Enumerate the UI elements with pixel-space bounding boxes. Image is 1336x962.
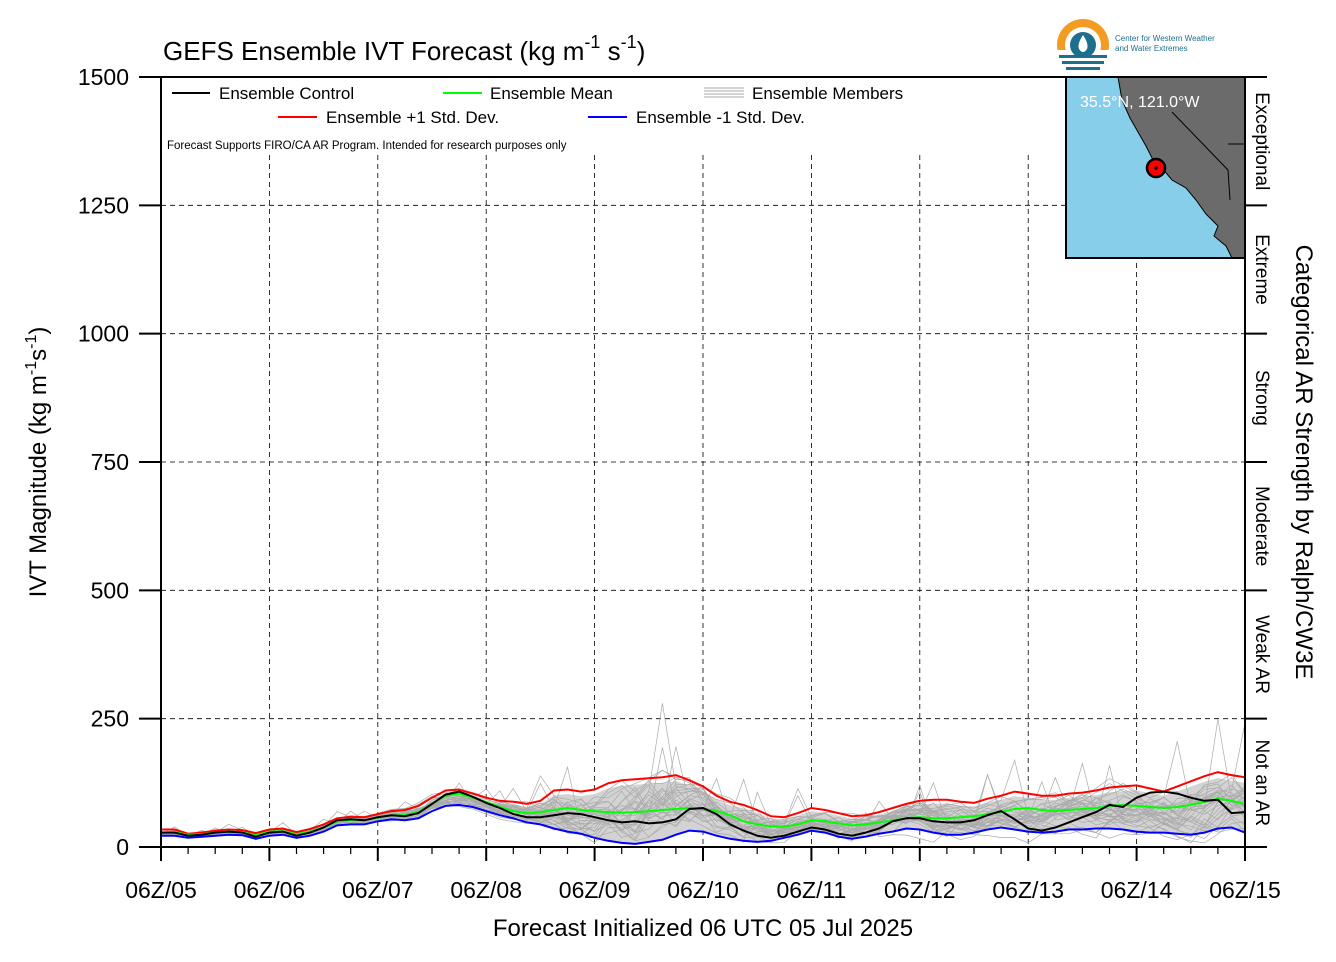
y-tick-label: 0 <box>116 834 129 860</box>
inset-borders <box>1171 111 1245 201</box>
x-tick-label: 06Z/14 <box>1101 877 1173 903</box>
x-tick-label: 06Z/06 <box>234 877 306 903</box>
logo-text-line1: Center for Western Weather <box>1115 34 1215 43</box>
series-lines <box>160 771 1246 845</box>
axis-ticks <box>139 76 1267 861</box>
grid-lines <box>161 155 1245 847</box>
category-label: Not an AR <box>1251 739 1272 826</box>
legend-plus-std: Ensemble +1 Std. Dev. <box>326 108 499 127</box>
chart-title: GEFS Ensemble IVT Forecast (kg m-1 s-1) <box>163 32 645 66</box>
legend-members: Ensemble Members <box>752 84 903 103</box>
minus-std-line <box>161 803 1246 845</box>
legend-minus-std: Ensemble -1 Std. Dev. <box>636 108 805 127</box>
x-tick-label: 06Z/09 <box>559 877 631 903</box>
x-tick-label: 06Z/13 <box>992 877 1064 903</box>
x-tick-labels: 06Z/05 06Z/06 06Z/07 06Z/08 06Z/09 06Z/10 06Z/… <box>125 877 1281 903</box>
y-tick-label: 1500 <box>78 64 129 90</box>
ensemble-member-line <box>160 777 1246 844</box>
y-tick-labels: 0 250 500 750 1000 1250 1500 <box>78 64 129 860</box>
logo-text-line2: and Water Extremes <box>1115 44 1188 53</box>
category-label: Weak AR <box>1251 615 1272 694</box>
y-axis-label: IVT Magnitude (kg m-1s-1) <box>23 327 52 598</box>
category-label: Exceptional <box>1251 92 1272 190</box>
legend-swatch-members <box>704 87 744 98</box>
x-tick-label: 06Z/05 <box>125 877 197 903</box>
x-axis-label: Forecast Initialized 06 UTC 05 Jul 2025 <box>493 915 913 942</box>
y-tick-label: 1000 <box>78 321 129 347</box>
right-axis-label: Categorical AR Strength by Ralph/CW3E <box>1290 245 1317 680</box>
x-tick-label: 06Z/12 <box>884 877 956 903</box>
y-tick-label: 500 <box>91 577 129 603</box>
research-note: Forecast Supports FIRO/CA AR Program. In… <box>167 140 567 152</box>
y-tick-label: 250 <box>91 706 129 732</box>
inset-gulf <box>1200 210 1216 252</box>
y-tick-label: 750 <box>91 449 129 475</box>
ensemble-member-line <box>160 765 1246 840</box>
category-label: Strong <box>1251 370 1272 426</box>
category-label: Moderate <box>1251 486 1272 566</box>
x-tick-label: 06Z/10 <box>667 877 739 903</box>
x-tick-label: 06Z/07 <box>342 877 414 903</box>
legend-mean: Ensemble Mean <box>490 84 613 103</box>
legend-control: Ensemble Control <box>219 84 354 103</box>
ensemble-control-line <box>161 790 1246 839</box>
plus-std-line <box>161 771 1246 835</box>
cw3e-logo: Center for Western Weather and Water Ext… <box>1057 19 1215 71</box>
x-tick-label: 06Z/08 <box>450 877 522 903</box>
location-inset-map: 35.5°N, 121.0°W <box>1065 76 1246 259</box>
x-tick-label: 06Z/11 <box>776 877 846 903</box>
x-tick-label: 06Z/15 <box>1209 877 1281 903</box>
ar-category-axis: Not an AR Weak AR Moderate Strong Extreme Exc… <box>1251 92 1272 826</box>
y-tick-label: 1250 <box>78 192 129 218</box>
category-label: Extreme <box>1251 234 1272 305</box>
legend: Ensemble Control Ensemble Mean Ensemble … <box>167 84 903 152</box>
inset-location-label: 35.5°N, 121.0°W <box>1080 94 1200 111</box>
